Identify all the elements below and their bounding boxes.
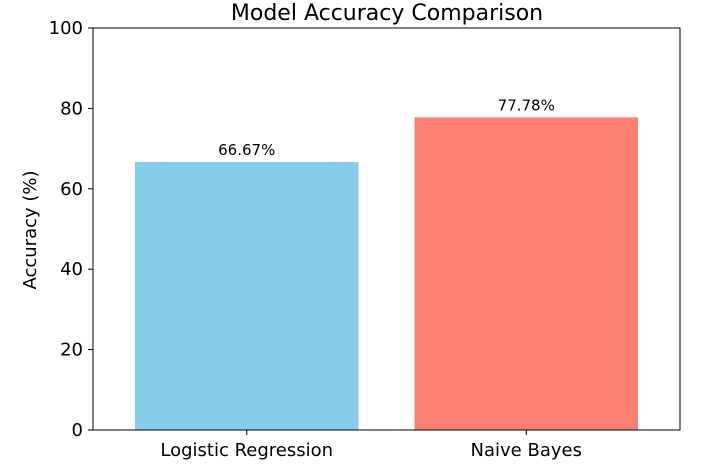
plot-area-frame — [92, 27, 681, 431]
data-labels-group: 66.67% 77.78% — [218, 96, 555, 159]
x-tick-label-1: Naive Bayes — [471, 440, 582, 461]
y-tick-label-1: 20 — [60, 340, 83, 361]
y-tick-label-5: 100 — [49, 18, 83, 39]
bar-0 — [134, 161, 359, 430]
data-label-0: 66.67% — [218, 141, 275, 159]
data-label-1: 77.78% — [498, 96, 555, 114]
y-axis-label: Accuracy (%) — [20, 170, 41, 289]
y-axis-ticks: 0 20 40 60 80 100 — [49, 18, 93, 441]
y-tick-label-0: 0 — [72, 420, 83, 441]
bars-group — [134, 117, 639, 430]
x-tick-label-0: Logistic Regression — [160, 440, 333, 461]
x-axis-ticks: Logistic Regression Naive Bayes — [160, 430, 582, 461]
y-tick-label-3: 60 — [60, 179, 83, 200]
bar-1 — [414, 117, 639, 430]
y-tick-label-4: 80 — [60, 98, 83, 119]
chart-title: Model Accuracy Comparison — [231, 1, 543, 26]
y-tick-label-2: 40 — [60, 259, 83, 280]
